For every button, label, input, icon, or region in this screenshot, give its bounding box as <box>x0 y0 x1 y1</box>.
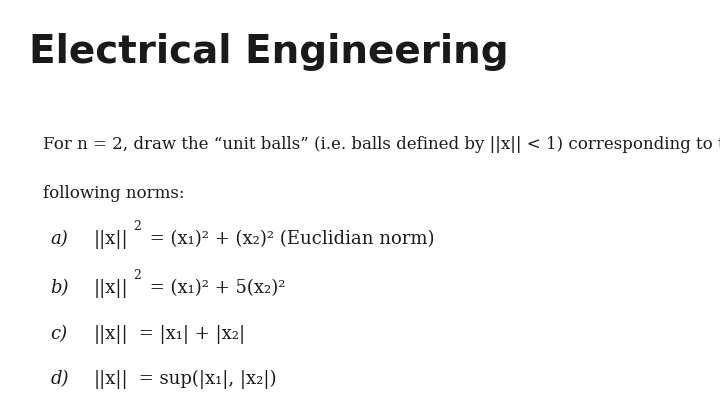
Text: = (x₁)² + 5(x₂)²: = (x₁)² + 5(x₂)² <box>144 279 286 298</box>
Text: For n = 2, draw the “unit balls” (i.e. balls defined by ||x|| < 1) corresponding: For n = 2, draw the “unit balls” (i.e. b… <box>43 136 720 152</box>
Text: ||x||: ||x|| <box>94 325 128 344</box>
Text: d): d) <box>50 370 69 388</box>
Text: ||x||: ||x|| <box>94 370 128 389</box>
Text: 2: 2 <box>133 220 141 233</box>
Text: following norms:: following norms: <box>43 185 185 202</box>
Text: b): b) <box>50 279 69 298</box>
Text: = sup(|x₁|, |x₂|): = sup(|x₁|, |x₂|) <box>133 370 276 389</box>
Text: c): c) <box>50 325 68 343</box>
Text: = (x₁)² + (x₂)² (Euclidian norm): = (x₁)² + (x₂)² (Euclidian norm) <box>144 230 434 248</box>
Text: ||x||: ||x|| <box>94 279 128 298</box>
Text: = |x₁| + |x₂|: = |x₁| + |x₂| <box>133 325 246 344</box>
Text: 2: 2 <box>133 269 141 282</box>
Text: a): a) <box>50 230 68 248</box>
Text: ||x||: ||x|| <box>94 230 128 249</box>
Text: Electrical Engineering: Electrical Engineering <box>29 33 508 71</box>
